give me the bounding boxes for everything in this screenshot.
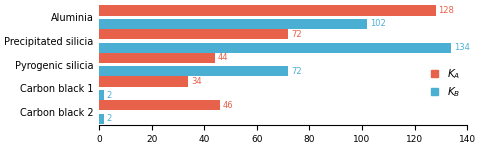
Legend: $K_A$, $K_B$: $K_A$, $K_B$ [429, 65, 462, 101]
Bar [99, 43, 452, 53]
Text: 72: 72 [291, 67, 301, 76]
Text: 34: 34 [191, 77, 202, 86]
Text: 72: 72 [291, 30, 301, 39]
Bar [99, 53, 215, 63]
Text: 46: 46 [223, 101, 233, 110]
Text: 102: 102 [370, 20, 386, 28]
Bar [99, 90, 104, 100]
Text: 2: 2 [107, 91, 112, 100]
Text: 134: 134 [454, 43, 470, 52]
Text: 2: 2 [107, 114, 112, 123]
Bar [99, 19, 367, 29]
Bar [99, 5, 436, 16]
Bar [99, 29, 288, 39]
Text: 44: 44 [217, 53, 228, 62]
Bar [99, 114, 104, 124]
Text: 128: 128 [438, 6, 454, 15]
Bar [99, 66, 288, 77]
Bar [99, 77, 189, 87]
Bar [99, 100, 220, 110]
